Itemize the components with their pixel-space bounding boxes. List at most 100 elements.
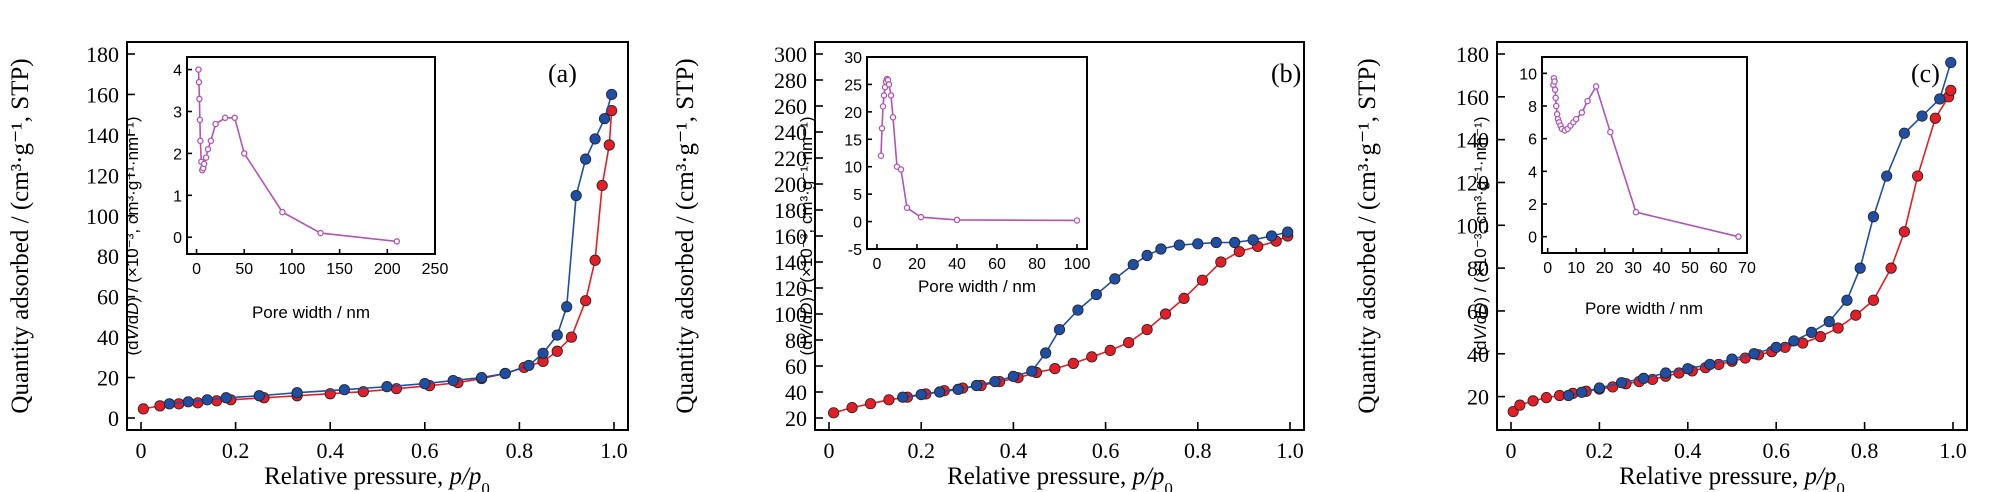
pore-distribution-point	[879, 103, 887, 110]
desorption-point	[1867, 211, 1880, 223]
pore-distribution-point	[1607, 128, 1614, 136]
adsorption-point	[1215, 256, 1227, 268]
x-tick-label: 0.2	[907, 438, 935, 463]
desorption-point	[338, 384, 350, 396]
desorption-point	[1945, 56, 1957, 69]
inset-x-tick-label: 250	[422, 261, 449, 278]
x-tick-label: 0.8	[1184, 438, 1212, 463]
inset-y-axis-ticks: -5 0 5 10 15 20 25 30	[844, 50, 872, 259]
desorption-point	[1072, 304, 1084, 316]
adsorption-point	[603, 139, 615, 151]
x-tick-label: 0.2	[1586, 438, 1614, 463]
desorption-point	[915, 388, 927, 401]
pore-distribution-point	[1073, 217, 1081, 224]
x-tick-label: 0.6	[1092, 438, 1120, 463]
adsorption-point	[1885, 262, 1897, 274]
panel-b: 0 0.2 0.4 0.6 0.8 1.0 20406080100120140160180…	[672, 41, 1305, 492]
adsorption-point	[1159, 308, 1172, 320]
x-axis-ticks: 0 0.2 0.4 0.6 0.8 1.0	[824, 422, 1304, 463]
desorption-point	[1748, 348, 1760, 360]
inset-x-tick-label: 100	[279, 261, 306, 278]
desorption-point	[1916, 110, 1928, 122]
inset-frame	[186, 56, 436, 255]
inset-pore-distribution: 0 20 40 60 80 100 -5 0 5 10 15 20 25 30 Pore width /…	[797, 50, 1090, 356]
inset-y-tick-label: 6	[1528, 132, 1537, 149]
adsorption-point	[1104, 344, 1116, 356]
y-tick-label: 60	[785, 354, 807, 379]
inset-pore-distribution: 0 50 100 150 200 250 0 1 2 3 4 Pore width / nm (d…	[123, 56, 449, 356]
y-tick-label: 280	[774, 68, 807, 93]
desorption-point	[419, 378, 431, 390]
x-tick-label: 0.8	[506, 438, 534, 463]
y-tick-label: 240	[774, 120, 807, 145]
pore-distribution-point	[887, 92, 895, 99]
y-tick-label: 80	[1467, 256, 1489, 281]
desorption-point	[897, 391, 909, 403]
y-tick-label: 20	[97, 366, 119, 391]
inset-y-tick-label: 8	[1528, 99, 1537, 116]
desorption-point	[1026, 365, 1038, 377]
desorption-point	[1229, 236, 1241, 249]
pore-distribution-point	[221, 114, 229, 122]
y-tick-label: 60	[97, 285, 119, 310]
plot-frame	[1496, 41, 1968, 431]
inset-y-axis-ticks: 0 2 4 6 8 10	[1519, 66, 1547, 247]
pore-distribution-point	[393, 238, 401, 245]
inset-x-tick-label: 150	[326, 261, 353, 278]
inset-y-tick-label: 25	[844, 77, 862, 94]
y-tick-label: 120	[1456, 170, 1489, 195]
x-tick-label: 0	[1506, 438, 1517, 463]
pore-distribution-point	[878, 125, 886, 132]
pore-distribution-point	[1572, 115, 1580, 123]
inset-x-axis-label: Pore width / nm	[1585, 299, 1703, 318]
desorption-point	[537, 347, 549, 359]
adsorption-point	[551, 345, 563, 357]
adsorption-point	[1814, 331, 1827, 343]
desorption-point	[1247, 234, 1259, 246]
desorption-point	[589, 133, 601, 145]
desorption-point	[570, 189, 582, 202]
adsorption-point	[1233, 246, 1245, 258]
adsorption-point	[1049, 362, 1061, 375]
y-tick-label: 100	[1456, 213, 1489, 238]
inset-y-axis-label: (dV/dD) / (×10⁻³, cm³·g⁻¹·nm⁻¹)	[797, 117, 816, 356]
adsorption-point	[137, 403, 149, 415]
pore-distribution-point	[1632, 208, 1640, 216]
inset-curve	[195, 66, 401, 245]
desorption-point	[1210, 236, 1222, 249]
pore-distribution-point	[1584, 97, 1591, 105]
desorption-point	[606, 88, 618, 101]
x-tick-label: 0.6	[411, 438, 439, 463]
desorption-point	[499, 367, 511, 380]
desorption-point	[381, 381, 393, 393]
desorption-point	[1881, 170, 1893, 182]
desorption-point	[1898, 127, 1910, 139]
desorption-point	[1141, 249, 1153, 262]
adsorption-point	[1850, 309, 1862, 321]
pore-distribution-point	[897, 166, 905, 173]
y-tick-label: 40	[785, 380, 807, 405]
inset-x-tick-label: 0	[873, 256, 882, 273]
inset-x-tick-label: 200	[374, 261, 401, 278]
desorption-point	[1040, 347, 1052, 359]
y-axis-label: Quantity adsorbed / (cm³·g⁻¹, STP)	[672, 58, 699, 413]
x-tick-label: 0.2	[222, 438, 250, 463]
y-tick-label: 160	[1456, 85, 1489, 110]
inset-x-tick-label: 40	[1653, 260, 1671, 277]
desorption-point	[447, 374, 459, 387]
pore-distribution-point	[903, 204, 911, 212]
pore-distribution-point	[279, 208, 286, 216]
adsorption-point	[1945, 84, 1957, 97]
inset-y-axis-ticks: 0 1 2 3 4	[173, 63, 192, 247]
inset-y-tick-label: 2	[1528, 197, 1537, 214]
y-tick-label: 40	[1467, 342, 1489, 367]
inset-y-tick-label: 4	[1528, 164, 1537, 181]
inset-x-tick-label: 20	[908, 256, 926, 273]
y-tick-label: 100	[774, 302, 807, 327]
desorption-point	[1823, 316, 1835, 328]
adsorption-point	[846, 401, 858, 414]
inset-y-axis-label: (dV/dD) / (×10⁻³, cm³·g⁻¹·nm⁻¹)	[123, 117, 142, 356]
y-axis-ticks: 0 20 40 60 80 100 120 140 160 180	[86, 42, 135, 431]
desorption-point	[1090, 288, 1102, 301]
